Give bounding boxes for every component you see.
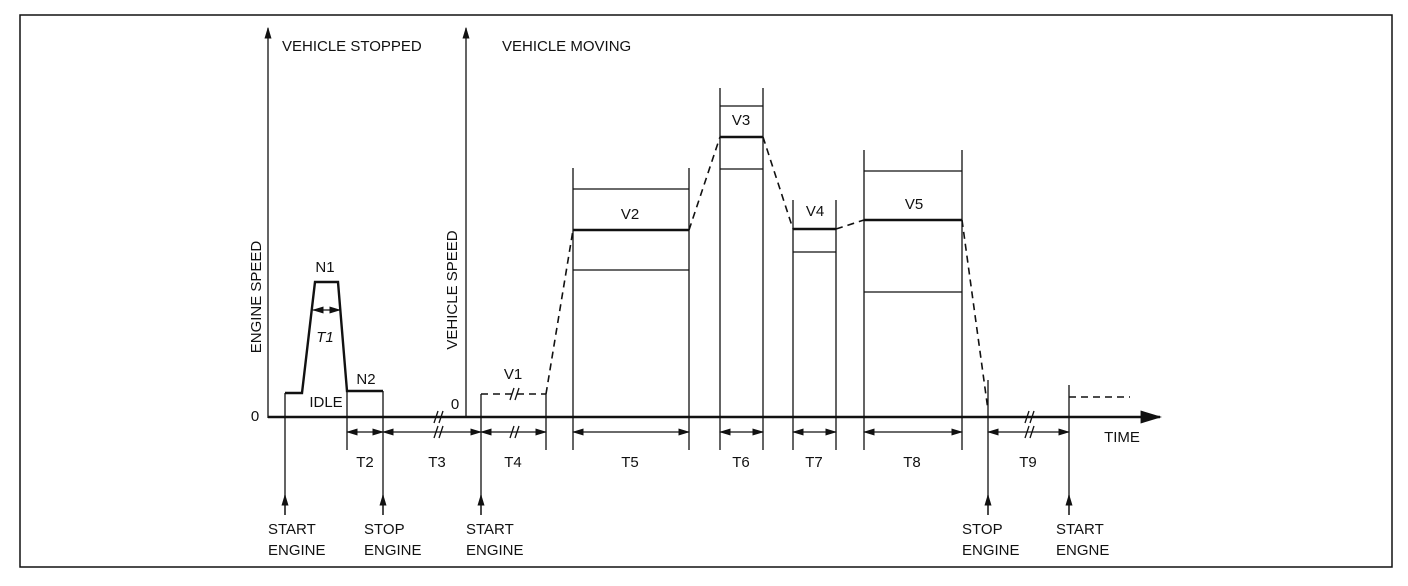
breaks (433, 387, 1035, 439)
zero-label: 0 (451, 396, 459, 413)
event-arrows (281, 380, 1073, 515)
interval-label: T4 (504, 454, 522, 471)
panel-title: VEHICLE STOPPED (282, 38, 422, 55)
zero-label: 0 (251, 408, 259, 425)
event-label: STOP (364, 521, 405, 538)
event-label: ENGNE (1056, 542, 1109, 559)
event-label: START (268, 521, 316, 538)
level-label: V4 (806, 203, 824, 220)
interval-label: T8 (903, 454, 921, 471)
panel-title: VEHICLE MOVING (502, 38, 631, 55)
interval-label: T5 (621, 454, 639, 471)
interval-label: T1 (316, 329, 334, 346)
axis-label: VEHICLE SPEED (444, 230, 461, 349)
time-label: TIME (1104, 429, 1140, 446)
range-boxes (545, 88, 963, 450)
axis-label: ENGINE SPEED (248, 241, 265, 354)
level-label: V3 (732, 112, 750, 129)
event-label: ENGINE (962, 542, 1020, 559)
interval-label: T2 (356, 454, 374, 471)
event-label: ENGINE (364, 542, 422, 559)
event-label: START (1056, 521, 1104, 538)
axes (264, 26, 1163, 424)
event-label: START (466, 521, 514, 538)
level-label: N2 (356, 371, 375, 388)
level-label: N1 (315, 259, 334, 276)
level-label: V2 (621, 206, 639, 223)
engine-trace (285, 280, 383, 450)
interval-label: T3 (428, 454, 446, 471)
level-label: IDLE (309, 394, 342, 411)
interval-label: T6 (732, 454, 750, 471)
vehicle-trace (481, 135, 1130, 411)
event-label: ENGINE (466, 542, 524, 559)
interval-label: T9 (1019, 454, 1037, 471)
frame (19, 14, 1393, 568)
event-label: STOP (962, 521, 1003, 538)
interval-label: T7 (805, 454, 823, 471)
level-label: V5 (905, 196, 923, 213)
event-label: ENGINE (268, 542, 326, 559)
level-label: V1 (504, 366, 522, 383)
